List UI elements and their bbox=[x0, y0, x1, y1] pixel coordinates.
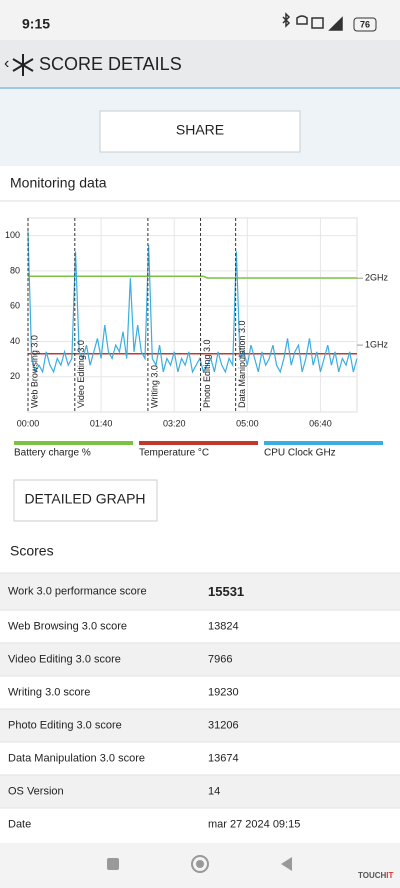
nav-home-dot bbox=[196, 860, 204, 868]
table-row bbox=[0, 676, 400, 709]
x-tick-label: 00:00 bbox=[17, 418, 40, 428]
app-bar bbox=[0, 40, 400, 88]
phase-label: Photo Editing 3.0 bbox=[202, 339, 212, 408]
legend-swatch bbox=[14, 441, 133, 445]
phase-label: Data Manipulation 3.0 bbox=[237, 320, 247, 408]
y-tick-label: 20 bbox=[10, 371, 20, 381]
app-title: SCORE DETAILS bbox=[39, 54, 182, 74]
battery-icon bbox=[353, 17, 377, 32]
row-label: Video Editing 3.0 score bbox=[8, 653, 121, 665]
y-tick-label: 60 bbox=[10, 301, 20, 311]
row-label: Data Manipulation 3.0 score bbox=[8, 752, 145, 764]
row-label: Writing 3.0 score bbox=[8, 686, 90, 698]
status-battery: 76 bbox=[360, 19, 370, 29]
y-tick-label: 100 bbox=[5, 230, 20, 240]
table-row bbox=[0, 573, 400, 610]
x-tick-label: 01:40 bbox=[90, 418, 113, 428]
row-label: Date bbox=[8, 818, 31, 830]
row-value: 14 bbox=[208, 785, 220, 797]
row-value: 31206 bbox=[208, 719, 239, 731]
snowflake-icon bbox=[12, 54, 34, 76]
table-row bbox=[0, 709, 400, 742]
scores-table: Work 3.0 performance score 15531 Web Brows… bbox=[0, 572, 400, 841]
x-tick-label: 06:40 bbox=[309, 418, 332, 428]
table-row bbox=[0, 610, 400, 643]
share-button[interactable] bbox=[99, 110, 301, 153]
row-label: Web Browsing 3.0 score bbox=[8, 620, 127, 632]
scores-title: Scores bbox=[10, 543, 54, 559]
nav-back[interactable] bbox=[281, 857, 292, 871]
phase-label: Video Editing 3.0 bbox=[76, 340, 86, 408]
row-value: 7966 bbox=[208, 653, 232, 665]
watermark: TOUCHIT bbox=[358, 871, 394, 880]
row-label: Photo Editing 3.0 score bbox=[8, 719, 122, 731]
chart: 20 40 60 80 100 1GHz 2GHz 00:00 01:40 03:20 05:00 0… bbox=[5, 217, 389, 459]
phase-label: Writing 3.0 bbox=[149, 365, 159, 408]
status-bar bbox=[0, 0, 400, 40]
y2-tick-label: 2GHz bbox=[365, 273, 389, 283]
y-tick-label: 40 bbox=[10, 336, 20, 346]
series-line bbox=[28, 275, 357, 279]
watermark-a: TOUCH bbox=[358, 871, 387, 880]
status-icons bbox=[282, 12, 343, 31]
nav-recents[interactable] bbox=[107, 858, 119, 870]
legend-swatch bbox=[264, 441, 383, 445]
legend-label: Temperature °C bbox=[139, 448, 209, 459]
row-value: 13674 bbox=[208, 752, 239, 764]
watermark-b: IT bbox=[386, 871, 393, 880]
back-icon[interactable]: ‹ bbox=[4, 55, 9, 72]
monitoring-title: Monitoring data bbox=[10, 175, 107, 191]
y2-tick-label: 1GHz bbox=[365, 339, 389, 349]
legend-label: CPU Clock GHz bbox=[264, 448, 336, 459]
row-label: OS Version bbox=[8, 785, 64, 797]
row-value: 19230 bbox=[208, 686, 239, 698]
phase-label: Web Browsing 3.0 bbox=[29, 335, 39, 408]
detailed-graph-button[interactable] bbox=[13, 479, 158, 522]
row-value: 15531 bbox=[208, 584, 244, 599]
x-tick-label: 03:20 bbox=[163, 418, 186, 428]
app-bar-line bbox=[0, 87, 400, 89]
x-tick-label: 05:00 bbox=[236, 418, 259, 428]
status-time: 9:15 bbox=[22, 16, 50, 32]
y-tick-label: 80 bbox=[10, 265, 20, 275]
nav-home[interactable] bbox=[191, 855, 209, 873]
table-row bbox=[0, 643, 400, 676]
table-row bbox=[0, 775, 400, 808]
legend-label: Battery charge % bbox=[14, 448, 91, 459]
table-row bbox=[0, 808, 400, 841]
row-label: Work 3.0 performance score bbox=[8, 585, 147, 597]
detailed-graph-label[interactable]: DETAILED GRAPH bbox=[24, 491, 145, 507]
series-line bbox=[27, 231, 358, 374]
row-value: 13824 bbox=[208, 620, 239, 632]
row-value: mar 27 2024 09:15 bbox=[208, 818, 300, 830]
share-label[interactable]: SHARE bbox=[176, 122, 224, 138]
table-row bbox=[0, 742, 400, 775]
legend-swatch bbox=[139, 441, 258, 445]
